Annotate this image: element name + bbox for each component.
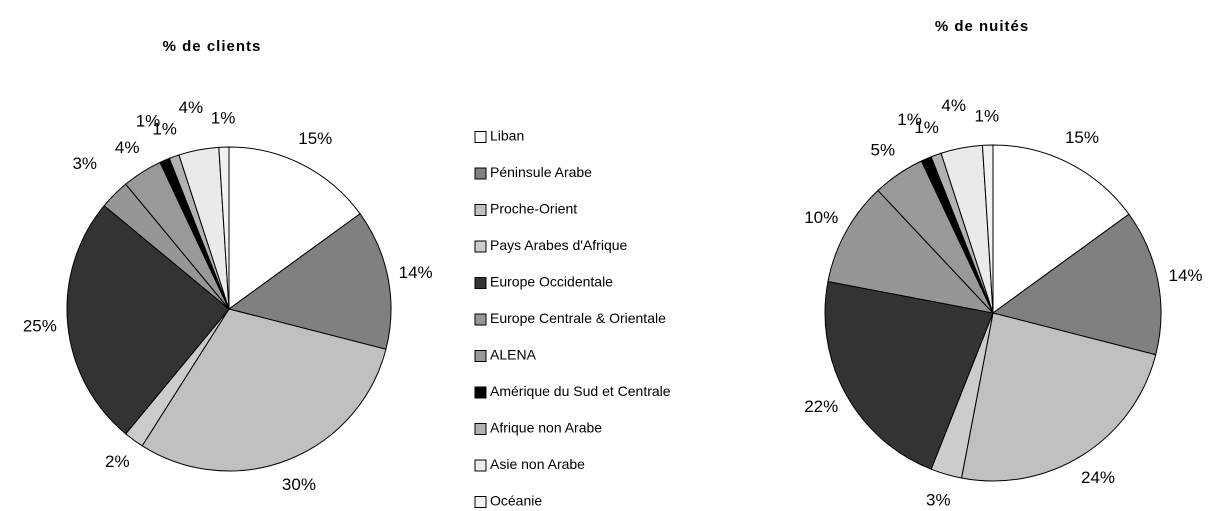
chart-title: % de nuités xyxy=(935,18,1029,35)
data-label: 1% xyxy=(914,118,939,137)
pie-slice xyxy=(960,312,1157,482)
legend-swatch xyxy=(474,167,487,180)
data-label: 22% xyxy=(804,397,838,416)
legend-swatch xyxy=(474,459,487,472)
legend-label: Asie non Arabe xyxy=(490,456,585,472)
legend-swatch xyxy=(474,131,487,143)
legend-label: Amérique du Sud et Centrale xyxy=(490,383,671,399)
legend-label: Péninsule Arabe xyxy=(490,164,592,180)
pie-slice xyxy=(227,213,392,350)
data-label: 4% xyxy=(178,98,203,117)
pie-slice xyxy=(992,144,1130,314)
data-label: 24% xyxy=(1081,468,1115,487)
data-label: 1% xyxy=(975,107,1000,126)
pie-slice xyxy=(218,146,230,310)
pie-slice xyxy=(66,205,230,435)
data-label: 1% xyxy=(897,110,922,129)
data-label: 15% xyxy=(1065,128,1099,147)
pie-slice xyxy=(827,189,995,314)
legend-swatch xyxy=(474,313,487,326)
legend-swatch xyxy=(474,496,487,508)
legend-label: Europe Centrale & Orientale xyxy=(490,310,666,326)
legend-swatch xyxy=(474,386,487,399)
legend-label: Liban xyxy=(490,128,524,144)
data-label: 5% xyxy=(871,140,896,159)
pie-slice xyxy=(981,144,994,314)
data-label: 30% xyxy=(282,475,316,494)
pie-slice xyxy=(991,213,1162,356)
data-label: 3% xyxy=(72,154,97,173)
data-label: 4% xyxy=(115,138,140,157)
legend-swatch xyxy=(474,350,487,362)
data-label: 14% xyxy=(399,263,433,282)
data-label: 4% xyxy=(941,96,966,115)
legend-label: Proche-Orient xyxy=(490,201,577,217)
legend-swatch xyxy=(474,204,487,216)
legend-label: ALENA xyxy=(490,347,537,363)
legend-swatch xyxy=(474,277,487,289)
data-label: 10% xyxy=(804,208,838,227)
chart-title: % de clients xyxy=(163,38,262,55)
data-label: 14% xyxy=(1169,266,1203,285)
data-label: 2% xyxy=(105,452,130,471)
data-label: 1% xyxy=(152,120,177,139)
pie-slice xyxy=(228,146,361,310)
legend-label: Europe Occidentale xyxy=(490,274,613,290)
legend-label: Océanie xyxy=(490,493,542,509)
legend-label: Pays Arabes d'Afrique xyxy=(490,237,628,253)
data-label: 1% xyxy=(136,111,161,130)
data-label: 1% xyxy=(211,109,236,128)
data-label: 25% xyxy=(23,316,57,335)
legend-swatch xyxy=(474,240,487,253)
legend-label: Afrique non Arabe xyxy=(490,420,602,436)
pie-slice xyxy=(824,280,994,470)
data-label: 3% xyxy=(926,491,951,510)
legend-swatch xyxy=(474,423,487,435)
pie-slice xyxy=(141,308,387,472)
data-label: 15% xyxy=(298,129,332,148)
